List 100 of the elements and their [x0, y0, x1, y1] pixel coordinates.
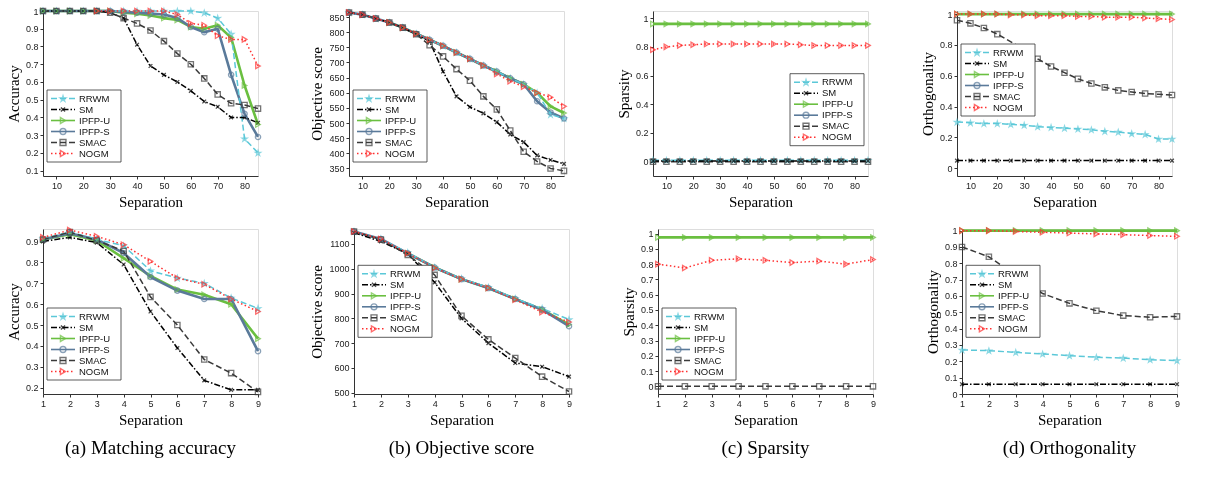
legend-label: SMAC: [390, 311, 418, 323]
y-tick-label: 900: [334, 289, 350, 300]
legend-label: IPFP-U: [694, 332, 726, 344]
legend-label: IPFP-S: [998, 300, 1029, 312]
legend-label: SMAC: [79, 354, 107, 366]
y-tick-label: 0.4: [640, 320, 654, 331]
x-tick-label: 10: [965, 180, 976, 191]
x-tick-label: 1: [655, 398, 662, 409]
x-tick-label: 60: [796, 180, 807, 191]
y-axis-title: Objective score: [309, 46, 326, 141]
y-tick-label: 1: [33, 6, 39, 17]
legend-label: IPFP-U: [822, 98, 854, 110]
legend-label: SM: [822, 87, 837, 99]
legend-label: IPFP-U: [385, 114, 417, 126]
y-tick-label: 0.3: [640, 336, 654, 347]
legend-label: SMAC: [79, 136, 107, 148]
y-tick-label: 0.5: [25, 95, 39, 106]
x-tick-label: 3: [405, 398, 411, 409]
x-tick-label: 5: [459, 398, 465, 409]
y-tick-label: 0: [947, 163, 953, 174]
legend-label: RRWM: [79, 92, 110, 104]
y-tick-label: 450: [329, 133, 345, 144]
x-tick-label: 3: [709, 398, 715, 409]
x-tick-label: 30: [715, 180, 726, 191]
y-tick-label: 800: [334, 313, 350, 324]
y-tick-label: 700: [329, 57, 345, 68]
y-tick-label: 0.6: [944, 291, 958, 302]
y-tick-label: 0.5: [640, 305, 654, 316]
legend-label: IPFP-S: [993, 79, 1024, 91]
x-tick-label: 5: [763, 398, 769, 409]
x-axis-title: Separation: [429, 411, 495, 428]
y-tick-label: 1: [643, 13, 649, 24]
y-axis-title: Sparsity: [620, 286, 637, 337]
y-tick-label: 0.1: [640, 366, 654, 377]
legend-label: IPFP-S: [385, 125, 416, 137]
legend-label: NOGM: [390, 322, 420, 334]
y-tick-label: 0.2: [939, 132, 953, 143]
y-tick-label: 0.3: [25, 362, 39, 373]
legend-label: RRWM: [822, 76, 853, 88]
legend-label: SM: [385, 103, 400, 115]
legend-label: IPFP-U: [79, 114, 111, 126]
legend-label: SM: [79, 103, 94, 115]
y-tick-label: 0.3: [944, 340, 958, 351]
x-tick-label: 7: [817, 398, 823, 409]
legend-label: NOGM: [79, 365, 109, 377]
y-axis-title: Objective score: [309, 264, 326, 359]
y-tick-label: 0.8: [640, 259, 654, 270]
y-tick-label: 0.8: [944, 258, 958, 269]
legend-label: NOGM: [79, 147, 109, 159]
x-tick-label: 9: [870, 398, 877, 409]
y-tick-label: 0.2: [25, 148, 39, 159]
y-tick-label: 0.6: [25, 77, 39, 88]
x-tick-label: 4: [736, 398, 742, 409]
x-tick-label: 9: [255, 398, 262, 409]
x-tick-label: 50: [159, 180, 170, 191]
x-axis-title: Separation: [118, 411, 184, 428]
x-tick-label: 40: [1046, 180, 1057, 191]
y-tick-label: 600: [334, 363, 350, 374]
legend-label: SM: [998, 278, 1013, 290]
y-tick-label: 0.7: [25, 59, 39, 70]
x-tick-label: 70: [823, 180, 834, 191]
y-tick-label: 0.4: [25, 341, 39, 352]
x-tick-label: 80: [546, 180, 557, 191]
x-tick-label: 8: [1148, 398, 1154, 409]
x-tick-label: 50: [465, 180, 476, 191]
x-tick-label: 3: [1013, 398, 1019, 409]
y-tick-label: 0.1: [944, 373, 958, 384]
x-tick-label: 70: [1127, 180, 1138, 191]
y-axis-title: Accuracy: [5, 282, 22, 341]
x-tick-label: 20: [384, 180, 395, 191]
legend-label: NOGM: [822, 131, 852, 143]
x-tick-label: 9: [566, 398, 573, 409]
text: (a) Matching accuracy: [65, 437, 237, 459]
y-axis-title: Orthogonality: [924, 269, 941, 355]
x-tick-label: 2: [67, 398, 73, 409]
x-tick-label: 2: [378, 398, 384, 409]
y-tick-label: 0.5: [25, 320, 39, 331]
y-tick-label: 700: [334, 338, 350, 349]
y-tick-label: 0.6: [640, 290, 654, 301]
x-tick-label: 1: [959, 398, 966, 409]
legend-label: IPFP-U: [993, 68, 1025, 80]
legend-label: NOGM: [993, 101, 1023, 113]
y-tick-label: 0.8: [25, 257, 39, 268]
x-tick-label: 30: [1019, 180, 1030, 191]
y-tick-label: 0.2: [635, 128, 649, 139]
y-tick-label: 750: [329, 42, 345, 53]
y-axis-title: Sparsity: [615, 68, 632, 119]
y-tick-label: 0.7: [640, 274, 654, 285]
x-tick-label: 10: [357, 180, 368, 191]
x-tick-label: 8: [540, 398, 546, 409]
text: (d) Orthogonality: [1002, 437, 1137, 459]
x-tick-label: 70: [213, 180, 224, 191]
y-tick-label: 800: [329, 27, 345, 38]
x-tick-label: 2: [682, 398, 688, 409]
legend-label: RRWM: [993, 46, 1024, 58]
legend-label: SM: [390, 278, 405, 290]
y-tick-label: 1: [947, 9, 953, 20]
legend-label: NOGM: [694, 365, 724, 377]
x-tick-label: 20: [688, 180, 699, 191]
legend-label: RRWM: [390, 267, 421, 279]
